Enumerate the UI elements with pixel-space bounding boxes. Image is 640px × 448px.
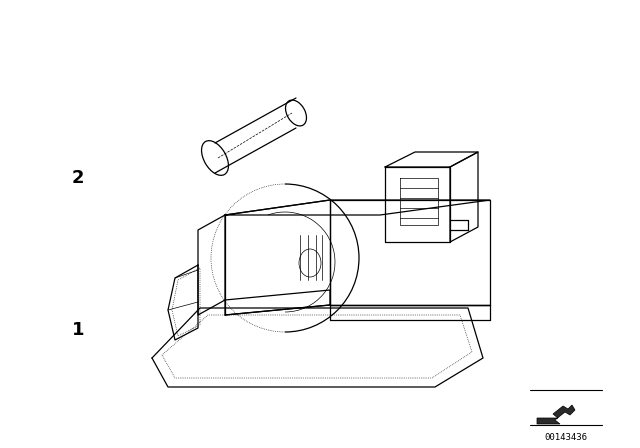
Text: 00143436: 00143436 xyxy=(545,432,588,441)
Polygon shape xyxy=(537,405,575,424)
Text: 1: 1 xyxy=(72,321,84,339)
Text: 2: 2 xyxy=(72,169,84,187)
